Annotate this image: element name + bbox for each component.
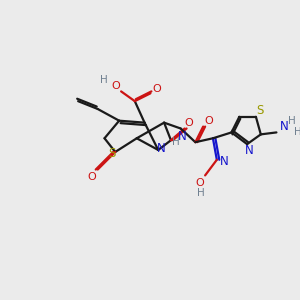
Text: O: O — [195, 178, 204, 188]
Text: N: N — [280, 120, 289, 133]
Text: S: S — [109, 147, 116, 161]
Text: S: S — [256, 104, 263, 117]
Text: H: H — [197, 188, 205, 198]
Text: O: O — [87, 172, 96, 182]
Text: H: H — [288, 116, 296, 126]
Text: N: N — [245, 143, 254, 157]
Text: O: O — [184, 118, 193, 128]
Text: O: O — [205, 116, 213, 126]
Text: O: O — [152, 84, 161, 94]
Text: N: N — [220, 155, 229, 168]
Text: H: H — [172, 137, 180, 147]
Text: N: N — [157, 142, 166, 154]
Text: H: H — [100, 75, 107, 85]
Text: H: H — [294, 128, 300, 137]
Text: O: O — [111, 80, 120, 91]
Text: N: N — [178, 130, 187, 143]
